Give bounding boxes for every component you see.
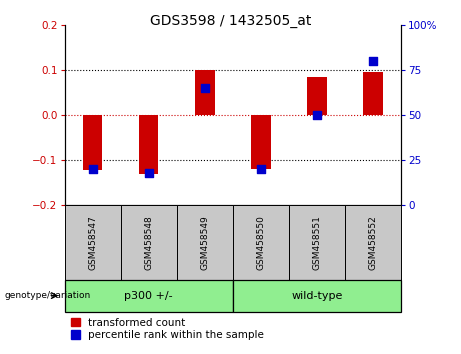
- Point: [257, 166, 265, 172]
- Bar: [139, 115, 159, 174]
- Point: [369, 58, 377, 64]
- Legend: transformed count, percentile rank within the sample: transformed count, percentile rank withi…: [70, 317, 266, 341]
- FancyBboxPatch shape: [289, 205, 345, 280]
- Point: [313, 112, 321, 118]
- Text: GSM458552: GSM458552: [368, 215, 378, 270]
- Text: GSM458548: GSM458548: [144, 215, 153, 270]
- Text: genotype/variation: genotype/variation: [5, 291, 91, 300]
- Point: [145, 170, 152, 176]
- Text: GSM458549: GSM458549: [200, 215, 209, 270]
- FancyBboxPatch shape: [233, 205, 289, 280]
- FancyBboxPatch shape: [345, 205, 401, 280]
- Bar: [363, 72, 383, 115]
- Point: [201, 85, 208, 91]
- Text: GDS3598 / 1432505_at: GDS3598 / 1432505_at: [150, 14, 311, 28]
- Text: GSM458550: GSM458550: [256, 215, 266, 270]
- FancyBboxPatch shape: [233, 280, 401, 312]
- FancyBboxPatch shape: [65, 280, 233, 312]
- FancyBboxPatch shape: [121, 205, 177, 280]
- Bar: [307, 77, 327, 115]
- FancyBboxPatch shape: [177, 205, 233, 280]
- Text: wild-type: wild-type: [291, 291, 343, 301]
- Point: [89, 166, 96, 172]
- Bar: [195, 70, 214, 115]
- FancyBboxPatch shape: [65, 205, 121, 280]
- Bar: [251, 115, 271, 169]
- Text: GSM458547: GSM458547: [88, 215, 97, 270]
- Bar: [83, 115, 102, 170]
- Text: p300 +/-: p300 +/-: [124, 291, 173, 301]
- Text: GSM458551: GSM458551: [313, 215, 321, 270]
